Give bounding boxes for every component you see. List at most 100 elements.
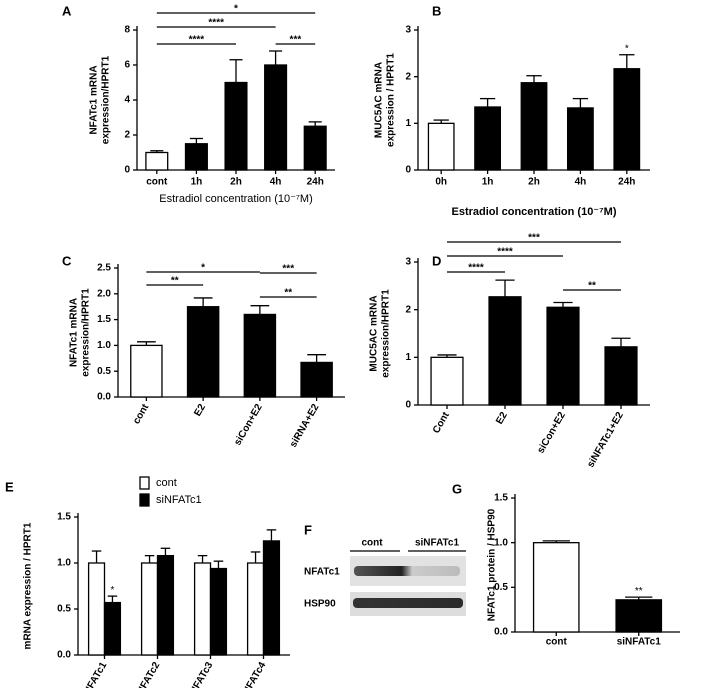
x-tick-label: siCon+E2 [232,402,265,448]
significance-label: ** [635,586,643,597]
x-tick-label: siNFATc1 [617,637,662,648]
x-tick-label: Cont [431,410,452,436]
x-tick-label: 4h [270,177,282,188]
y-axis-label: mRNA expression / HPRT1 [23,522,34,649]
lane-label: cont [361,538,383,549]
x-tick-label: 0h [435,177,447,188]
y-tick-label: 2 [124,130,130,141]
y-tick-label: 1 [405,118,411,129]
y-tick-label: 3 [405,257,411,268]
bar [156,554,175,656]
y-tick-label: 0.0 [494,627,508,638]
bar [193,562,212,656]
x-tick-label: siNFATc1+E2 [585,410,626,470]
y-tick-label: 0.0 [57,650,71,661]
panel-label: D [432,253,441,268]
x-tick-label: 24h [618,177,635,188]
significance-label: **** [208,18,224,29]
x-tick-label: siCon+E2 [535,410,568,456]
bar [87,562,106,656]
y-tick-label: 0.0 [97,392,111,403]
y-tick-label: 1.0 [57,558,71,569]
significance-label: * [201,263,205,274]
y-tick-label: 1.5 [494,493,508,504]
bar [246,562,265,656]
y-tick-label: 0 [405,400,411,411]
y-axis-label: expression/HPRT1 [101,55,112,144]
bar [300,361,333,398]
panel-label: C [62,253,72,268]
y-tick-label: 1 [405,352,411,363]
bar [140,562,159,656]
significance-label: *** [528,233,540,244]
legend-swatch [139,493,150,507]
y-tick-label: 2.5 [97,263,111,274]
significance-label: ** [171,276,179,287]
x-tick-label: 1h [482,177,494,188]
bar [488,296,522,406]
significance-label: * [110,585,114,596]
y-tick-label: 0 [124,165,130,176]
row-label: HSP90 [304,599,336,610]
bar [186,306,220,398]
x-tick-label: 1h [191,177,203,188]
y-tick-label: 2 [405,304,411,315]
y-tick-label: 2.0 [97,288,111,299]
blot-band [353,598,463,608]
x-tick-label: cont [546,637,568,648]
y-tick-label: 6 [124,60,130,71]
x-tick-label: E2 [494,410,510,426]
x-tick-label: E2 [192,402,208,418]
y-axis-label: expression / HPRT1 [386,53,397,147]
y-tick-label: 2 [405,71,411,82]
significance-label: * [234,4,238,15]
x-tick-label: NFATc1 [82,660,110,688]
significance-label: ** [588,281,596,292]
significance-label: **** [189,35,205,46]
panel-label: E [5,479,14,494]
y-tick-label: 8 [124,25,130,36]
bar [520,82,548,171]
x-tick-label: NFATc4 [241,660,269,688]
blot-panel: F cont siNFATc1 NFATc1 HSP90 [304,522,466,616]
y-axis-label: NFATc1 mRNA [89,65,100,134]
bar [209,567,228,656]
significance-label: * [625,43,629,54]
y-axis-label: NFATc1 mRNA [69,298,80,367]
y-tick-label: 1.0 [494,537,508,548]
x-tick-label: cont [146,177,168,188]
row-label: NFATc1 [304,567,340,578]
bar [615,599,663,633]
bar [604,346,638,406]
y-tick-label: 0.5 [57,604,71,615]
x-axis-label: Estradiol concentration (10⁻⁷M) [452,206,617,218]
x-tick-label: siRNA+E2 [288,402,322,450]
x-tick-label: 4h [575,177,587,188]
y-axis-label: MUC5AC mRNA [374,62,385,138]
x-axis-label: Estradiol concentration (10⁻⁷M) [159,193,312,205]
significance-label: *** [290,35,302,46]
y-tick-label: 0.5 [97,366,111,377]
lane-label: siNFATc1 [415,538,460,549]
bar [145,151,169,171]
panel-label: B [432,3,441,18]
panel-label: F [304,522,312,537]
bar [427,122,455,171]
significance-label: ** [284,288,292,299]
bar [262,540,281,656]
bar [243,313,277,398]
y-axis-label: expression/HPRT1 [81,288,92,377]
bar [474,106,502,171]
bar [566,107,594,171]
bar [303,125,327,171]
bar [130,344,163,398]
x-tick-label: 2h [230,177,242,188]
y-axis-label: NFATc1 protein / HSP90 [487,508,498,621]
x-tick-label: NFATc2 [135,660,163,688]
bar [613,68,641,171]
panel-label: G [452,481,462,496]
blot-band [354,566,460,576]
bar [184,143,208,171]
bar [224,81,248,171]
